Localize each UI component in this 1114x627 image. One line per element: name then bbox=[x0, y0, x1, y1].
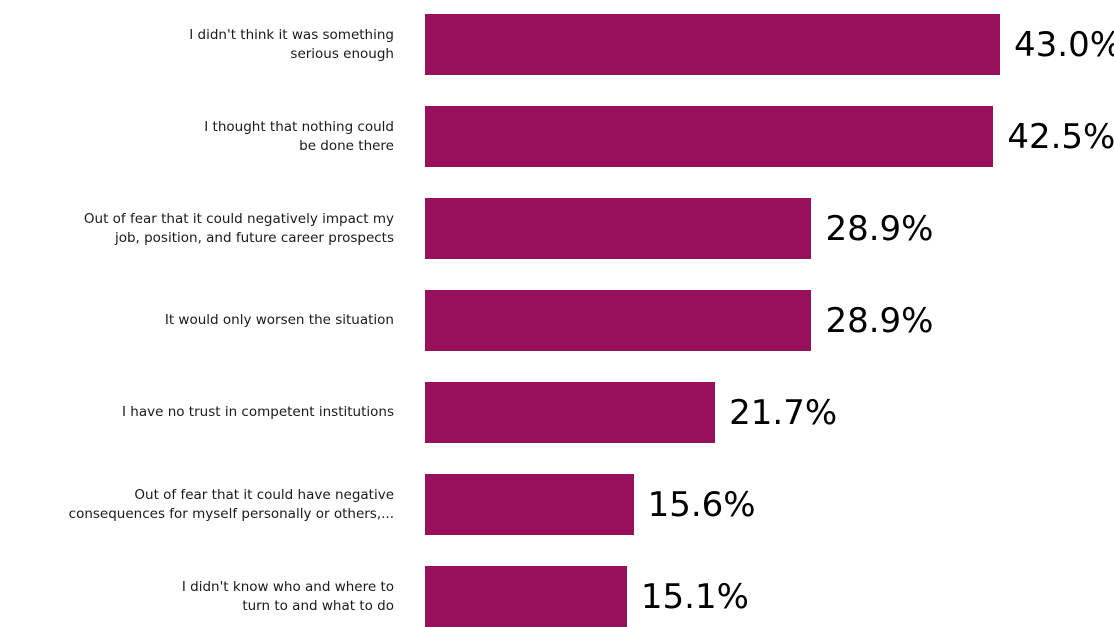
category-label: Out of fear that it could negatively imp… bbox=[83, 210, 394, 246]
bar bbox=[425, 566, 627, 627]
value-label: 21.7% bbox=[729, 392, 838, 433]
category-label: I thought that nothing could be done the… bbox=[204, 118, 394, 154]
value-label: 28.9% bbox=[825, 300, 934, 341]
value-label: 42.5% bbox=[1007, 116, 1114, 157]
bar bbox=[425, 290, 812, 351]
category-label: I didn't think it was something serious … bbox=[189, 26, 394, 62]
bar bbox=[425, 106, 994, 167]
category-label: It would only worsen the situation bbox=[164, 312, 394, 328]
bar bbox=[425, 198, 812, 259]
bar bbox=[425, 382, 716, 443]
bar bbox=[425, 14, 1000, 75]
value-label: 43.0% bbox=[1014, 24, 1114, 65]
value-label: 15.1% bbox=[640, 576, 749, 617]
bar bbox=[425, 474, 634, 535]
value-label: 15.6% bbox=[647, 484, 756, 525]
category-label: I have no trust in competent institution… bbox=[122, 404, 394, 420]
category-label: I didn't know who and where to turn to a… bbox=[181, 578, 394, 614]
category-label: Out of fear that it could have negative … bbox=[68, 486, 394, 522]
value-label: 28.9% bbox=[825, 208, 934, 249]
